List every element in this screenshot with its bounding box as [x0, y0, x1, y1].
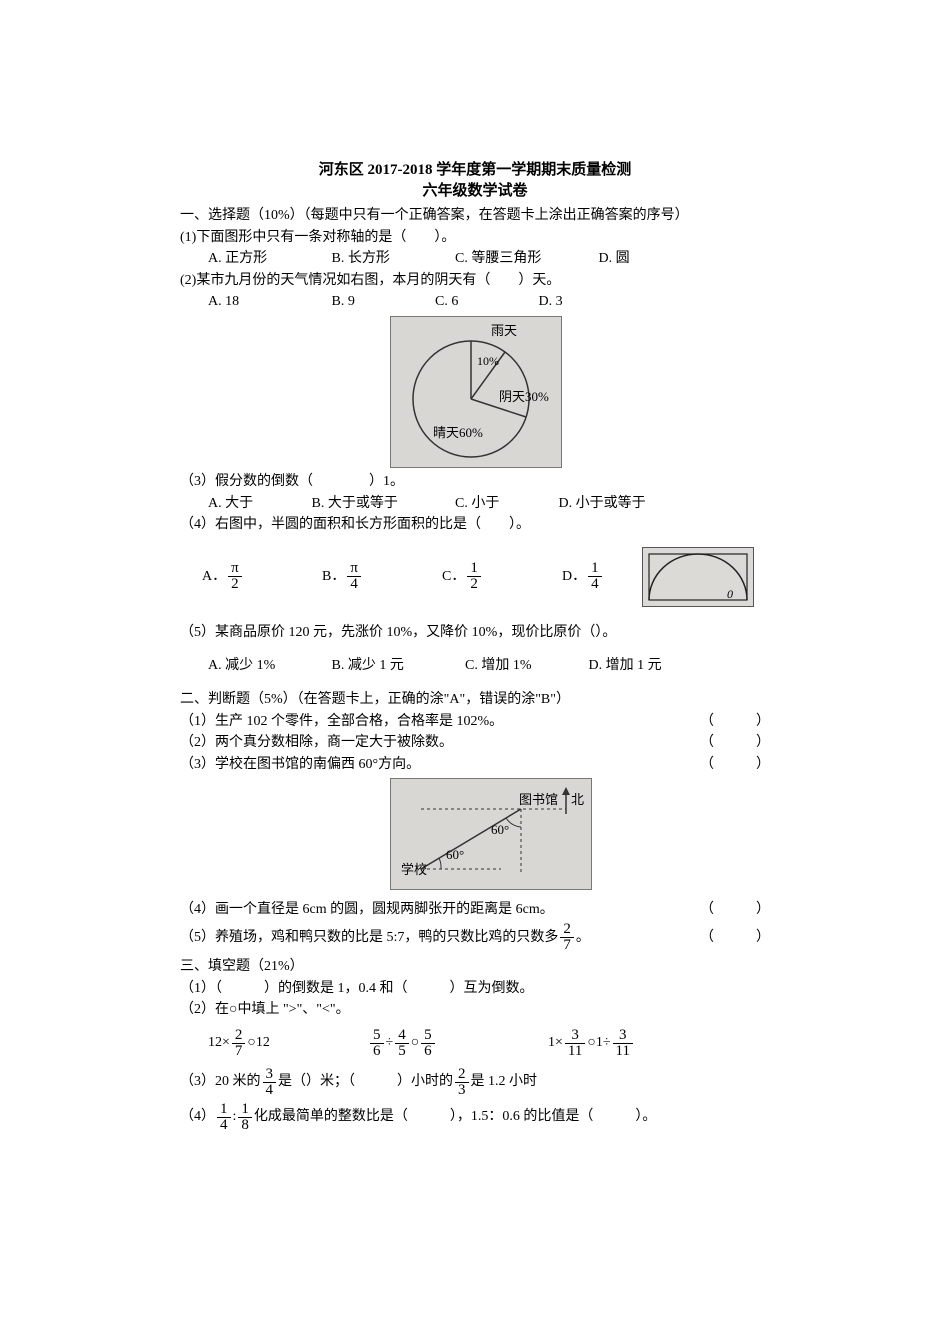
s2-q2-blank: （ ） [700, 733, 770, 753]
q5-opt-c: C. 增加 1% [465, 656, 585, 676]
s2-map-figure: 图书馆 北 学校 60° 60° [390, 778, 592, 890]
q1-options: A. 正方形 B. 长方形 C. 等腰三角形 D. 圆 [180, 249, 770, 269]
s3-q1: （1）（ ）的倒数是 1，0.4 和（ ）互为倒数。 [180, 979, 770, 999]
s3-q2-exp2: 5 6 ÷ 4 5 ○ 5 6 [368, 1028, 548, 1059]
map-label-school: 学校 [401, 862, 427, 877]
q4-stem: （4）右图中，半圆的面积和长方形面积的比是（ ）。 [180, 515, 770, 535]
q2-stem: (2)某市九月份的天气情况如右图，本月的阴天有（ ）天。 [180, 271, 770, 291]
map-angle-1: 60° [446, 847, 464, 862]
s2-q1-blank: （ ） [700, 712, 770, 732]
q3-opt-b: B. 大于或等于 [312, 494, 452, 514]
q4-opt-b-prefix: B． [322, 567, 345, 587]
q4-fig-label: 0 [727, 587, 733, 601]
s3-q3: （3）20 米的 3 4 是（）米；（ ）小时的 2 3 是 1.2 小时 [180, 1067, 770, 1098]
s2-q5-pre: （5）养殖场，鸡和鸭只数的比是 5:7，鸭的只数比鸡的只数多 [180, 928, 558, 948]
s2-q2: （2）两个真分数相除，商一定大于被除数。 （ ） [180, 733, 770, 753]
direction-map-icon: 图书馆 北 学校 60° 60° [391, 779, 591, 889]
q4-options-row: A． π 2 B． π 4 C． 1 2 D． 1 4 [180, 537, 770, 617]
q3-options: A. 大于 B. 大于或等于 C. 小于 D. 小于或等于 [180, 494, 770, 514]
s2-q5-blank: （ ） [700, 928, 770, 948]
page-title: 河东区 2017-2018 学年度第一学期期末质量检测 [180, 160, 770, 181]
s2-q3: （3）学校在图书馆的南偏西 60°方向。 （ ） [180, 755, 770, 775]
q2-opt-b: B. 9 [332, 292, 432, 312]
q1-stem: (1)下面图形中只有一条对称轴的是（ ）。 [180, 228, 770, 248]
q4-opt-d-prefix: D． [562, 567, 586, 587]
q4-opt-d-frac: 1 4 [588, 561, 602, 592]
q1-opt-c: C. 等腰三角形 [455, 249, 595, 269]
pie-label-rain: 雨天 [491, 323, 517, 338]
q3-opt-d: D. 小于或等于 [559, 494, 646, 514]
s2-q1: （1）生产 102 个零件，全部合格，合格率是 102%。 （ ） [180, 712, 770, 732]
page-subtitle: 六年级数学试卷 [180, 181, 770, 202]
pie-label-rain-pct: 10% [477, 354, 499, 368]
s3-q2-expressions: 12× 2 7 ○ 12 5 6 ÷ 4 5 ○ 5 6 1 [180, 1022, 770, 1065]
q2-pie-figure: 雨天 10% 阴天30% 晴天60% [390, 316, 562, 468]
q3-opt-c: C. 小于 [455, 494, 555, 514]
q2-opt-d: D. 3 [539, 292, 563, 312]
q5-opt-d: D. 增加 1 元 [589, 656, 662, 676]
s3-q2: （2）在○中填上 ">"、"<"。 [180, 1000, 770, 1020]
q4-opt-a-frac: π 2 [228, 561, 242, 592]
s2-q3-blank: （ ） [700, 755, 770, 775]
q3-stem: （3）假分数的倒数（ ）1。 [180, 472, 770, 492]
s2-q2-text: （2）两个真分数相除，商一定大于被除数。 [180, 735, 453, 750]
semicircle-icon: 0 [643, 548, 753, 606]
s3-q4: （4） 1 4 : 1 8 化成最简单的整数比是（ ），1.5：0.6 的比值是… [180, 1102, 770, 1133]
q5-options: A. 减少 1% B. 减少 1 元 C. 增加 1% D. 增加 1 元 [180, 656, 770, 676]
s2-q1-text: （1）生产 102 个零件，全部合格，合格率是 102%。 [180, 714, 503, 729]
s3-q2-exp1: 12× 2 7 ○ 12 [208, 1028, 368, 1059]
s2-q5-frac: 2 7 [560, 922, 574, 953]
q5-stem: （5）某商品原价 120 元，先涨价 10%，又降价 10%，现价比原价（）。 [180, 623, 770, 643]
q4-opt-c-frac: 1 2 [467, 561, 481, 592]
q5-opt-a: A. 减少 1% [208, 656, 328, 676]
map-label-lib: 图书馆 [519, 792, 558, 807]
pie-label-sunny: 晴天60% [433, 425, 483, 440]
s2-q5-post: 。 [576, 928, 590, 948]
pie-label-cloudy: 阴天30% [499, 389, 549, 404]
q5-opt-b: B. 减少 1 元 [332, 656, 462, 676]
s2-q3-text: （3）学校在图书馆的南偏西 60°方向。 [180, 757, 420, 772]
map-label-north: 北 [571, 792, 584, 807]
section1-heading: 一、选择题（10%）（每题中只有一个正确答案，在答题卡上涂出正确答案的序号） [180, 206, 770, 226]
s3-q2-exp3: 1× 3 11 ○ 1÷ 3 11 [548, 1028, 635, 1059]
q3-opt-a: A. 大于 [208, 494, 308, 514]
q1-opt-d: D. 圆 [599, 249, 630, 269]
map-angle-2: 60° [491, 822, 509, 837]
q2-opt-a: A. 18 [208, 292, 328, 312]
exam-page: 河东区 2017-2018 学年度第一学期期末质量检测 六年级数学试卷 一、选择… [0, 0, 945, 1335]
q2-options: A. 18 B. 9 C. 6 D. 3 [180, 292, 770, 312]
q1-opt-a: A. 正方形 [208, 249, 328, 269]
s2-q4: （4）画一个直径是 6cm 的圆，圆规两脚张开的距离是 6cm。 （ ） [180, 900, 770, 920]
s2-q4-text: （4）画一个直径是 6cm 的圆，圆规两脚张开的距离是 6cm。 [180, 902, 554, 917]
q4-opt-b-frac: π 4 [347, 561, 361, 592]
s2-q4-blank: （ ） [700, 900, 770, 920]
pie-chart-icon: 雨天 10% 阴天30% 晴天60% [391, 317, 561, 467]
q2-opt-c: C. 6 [435, 292, 535, 312]
q4-semicircle-figure: 0 [642, 547, 754, 607]
q4-opt-c-prefix: C． [442, 567, 465, 587]
s2-q5: （5）养殖场，鸡和鸭只数的比是 5:7，鸭的只数比鸡的只数多 2 7 。 （ ） [180, 922, 770, 953]
q4-opt-a-prefix: A． [202, 567, 226, 587]
section3-heading: 三、填空题（21%） [180, 957, 770, 977]
q1-opt-b: B. 长方形 [332, 249, 452, 269]
section2-heading: 二、判断题（5%）（在答题卡上，正确的涂"A"，错误的涂"B"） [180, 690, 770, 710]
